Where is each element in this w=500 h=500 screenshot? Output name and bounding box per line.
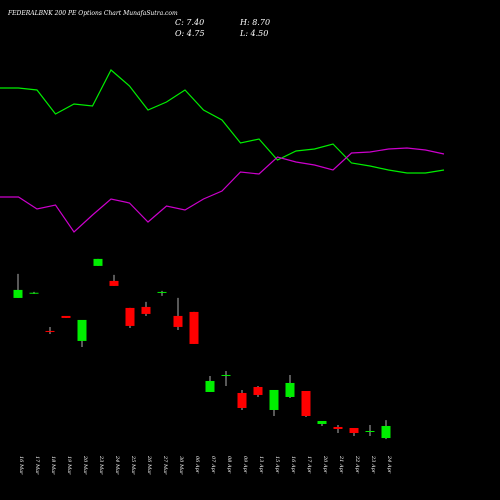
x-tick-label: 06 Apr [194, 456, 200, 474]
close-info: C: 7.40 [175, 18, 204, 27]
x-tick-label: 08 Apr [226, 456, 232, 474]
candle-body [365, 430, 375, 432]
x-tick-label: 25 Mar [130, 455, 136, 475]
candle-body [381, 425, 391, 439]
candle-body [253, 386, 263, 395]
x-tick-label: 09 Apr [242, 456, 248, 474]
x-tick-label: 30 Mar [178, 456, 184, 475]
x-tick-label: 20 Mar [82, 455, 88, 475]
x-tick-label: 07 Apr [210, 456, 216, 474]
candle-body [29, 292, 39, 294]
candle-body [285, 382, 295, 397]
high-info: H: 8.70 [239, 18, 270, 27]
candle-body [141, 306, 151, 314]
x-tick-label: 26 Mar [146, 455, 152, 475]
candle-body [125, 307, 135, 326]
x-tick-label: 13 Apr [258, 456, 264, 474]
candle-body [45, 330, 55, 332]
candle-body [157, 291, 167, 293]
x-tick-label: 27 Mar [162, 455, 168, 475]
indicator-line [0, 147, 445, 233]
candle-body [333, 426, 343, 429]
chart-title: FEDERALBNK 200 PE Options Chart MunafaSu… [7, 10, 178, 17]
x-tick-label: 23 Mar [98, 455, 104, 475]
x-tick-label: 16 Mar [18, 456, 24, 475]
indicator-line [0, 69, 445, 174]
candle-body [77, 319, 87, 341]
candle-body [109, 280, 119, 286]
candle-body [237, 392, 247, 408]
candle-body [317, 420, 327, 424]
candle-body [13, 289, 23, 298]
x-tick-label: 24 Apr [386, 455, 392, 474]
candle-body [301, 390, 311, 416]
candle-body [189, 311, 199, 344]
x-tick-label: 22 Apr [354, 455, 360, 474]
open-info: O: 4.75 [175, 29, 205, 38]
candle-body [205, 380, 215, 392]
candle-body [93, 258, 103, 266]
candle-body [269, 389, 279, 410]
low-info: L: 4.50 [239, 29, 268, 38]
x-tick-label: 15 Apr [274, 456, 280, 474]
x-tick-label: 17 Apr [306, 456, 312, 474]
x-tick-label: 24 Mar [114, 455, 120, 475]
x-tick-label: 16 Apr [290, 456, 296, 474]
candle-body [173, 315, 183, 327]
candle-body [221, 374, 231, 376]
x-tick-label: 18 Mar [50, 456, 56, 475]
x-tick-label: 17 Mar [34, 456, 40, 475]
x-tick-label: 23 Apr [370, 455, 376, 474]
x-tick-label: 21 Apr [338, 455, 344, 474]
x-tick-label: 19 Mar [66, 456, 72, 475]
candle-body [61, 315, 71, 318]
x-tick-label: 20 Apr [322, 455, 328, 474]
candle-body [349, 427, 359, 433]
